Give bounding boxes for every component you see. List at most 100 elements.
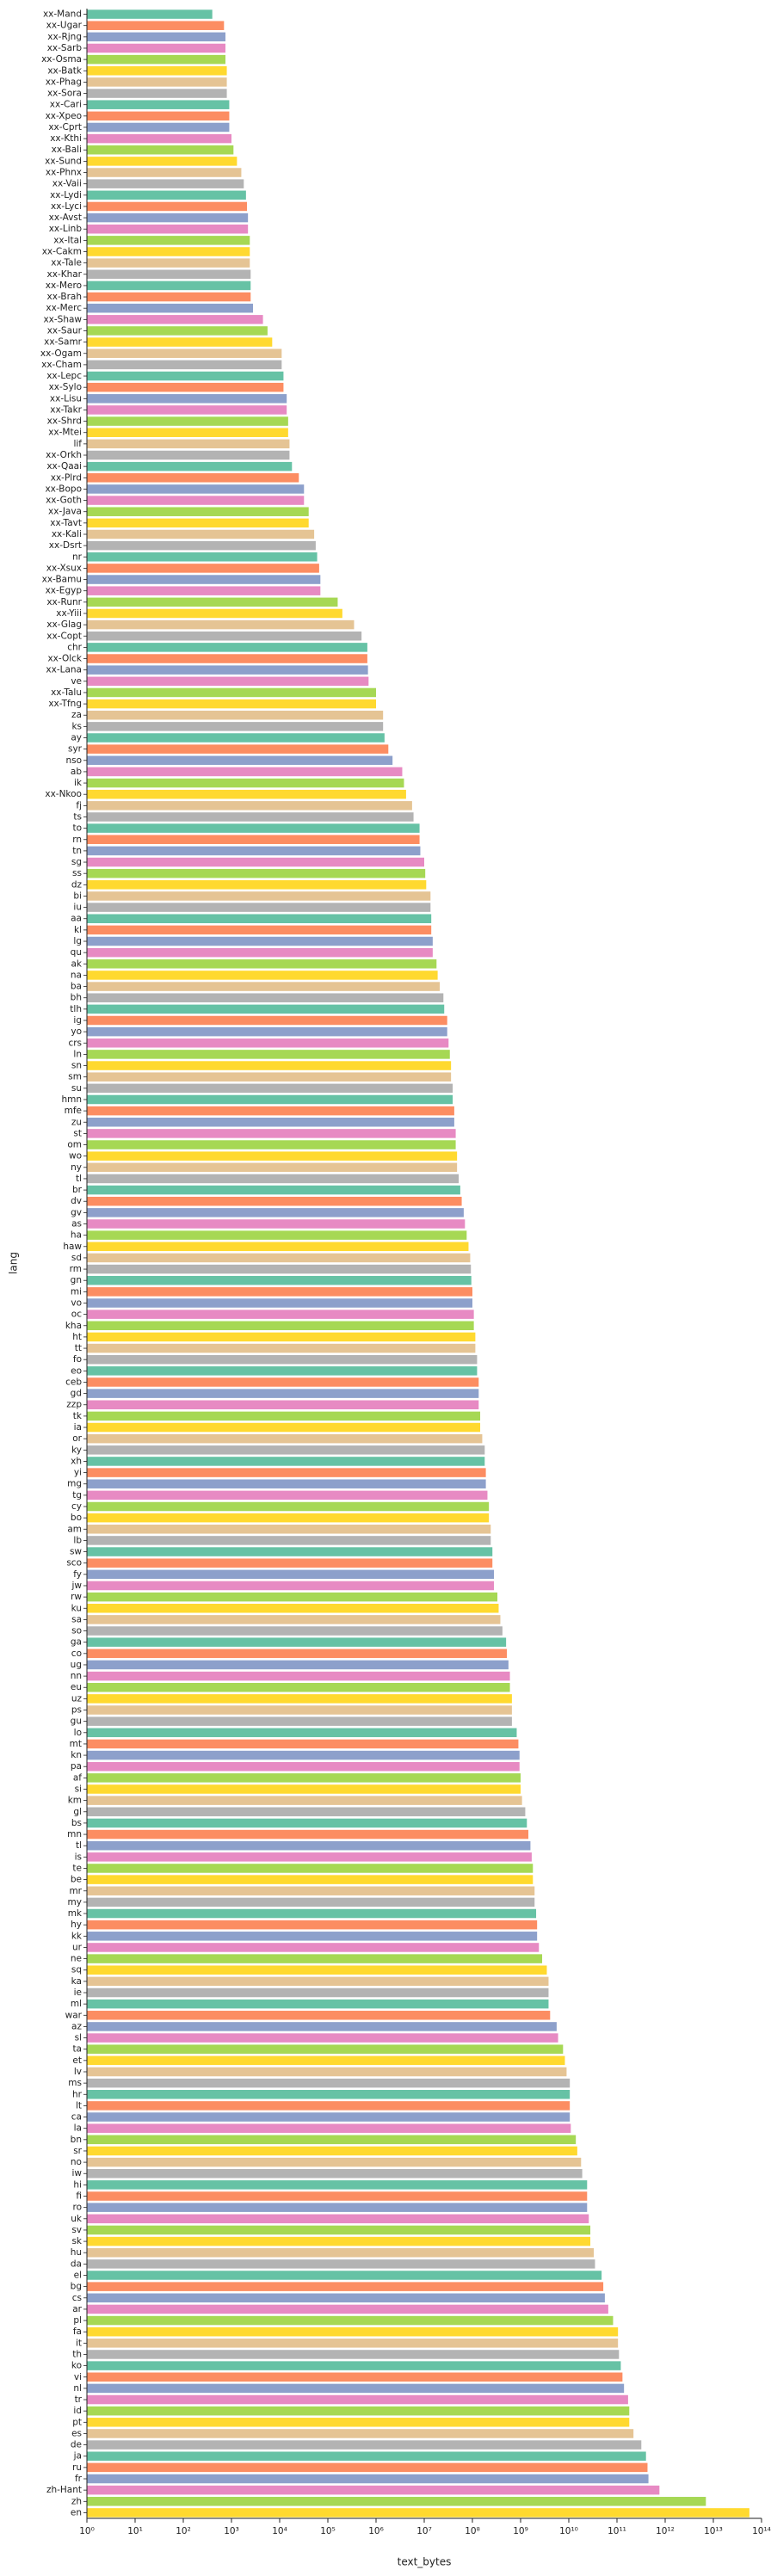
y-tick-label: la	[74, 2123, 82, 2134]
bar	[87, 540, 316, 551]
y-tick-label: sa	[71, 1614, 82, 1624]
bar	[87, 1784, 521, 1794]
bar	[87, 1343, 476, 1353]
y-tick-label: xx-Bopo	[45, 484, 82, 494]
y-tick-label: az	[71, 2021, 82, 2031]
bar	[87, 1422, 481, 1433]
y-tick-label: sw	[70, 1547, 82, 1557]
bar	[87, 1411, 481, 1421]
y-tick-label: xx-Vaii	[52, 179, 82, 189]
y-tick-label: xx-Linb	[49, 224, 83, 234]
y-tick-label: rw	[71, 1592, 82, 1602]
y-tick-label: xx-Mand	[43, 9, 82, 20]
y-tick-label: xx-Ital	[53, 235, 82, 245]
y-tick-label: xx-Goth	[46, 496, 82, 506]
bar	[87, 2474, 649, 2484]
bar	[87, 1174, 460, 1184]
bar	[87, 258, 250, 268]
bar	[87, 348, 282, 359]
bar	[87, 1932, 538, 1941]
y-tick-label: hi	[73, 2179, 82, 2190]
y-tick-label: xx-Cprt	[48, 122, 82, 132]
y-tick-label: ro	[72, 2203, 82, 2213]
bar	[87, 868, 426, 878]
bar	[87, 405, 287, 415]
y-tick-label: ne	[71, 1954, 82, 1964]
y-tick-label: xx-Merc	[46, 303, 82, 313]
y-tick-label: xx-Lisu	[50, 393, 82, 404]
y-tick-label: lb	[73, 1535, 82, 1545]
x-tick-label: 10¹¹	[608, 2526, 626, 2536]
bar	[87, 2372, 623, 2382]
y-tick-label: lo	[74, 1728, 82, 1738]
y-tick-label: xx-Dsrt	[49, 540, 82, 551]
y-tick-label: pa	[71, 1761, 82, 1772]
y-tick-label: xx-Xpeo	[46, 111, 82, 121]
y-tick-label: xx-Qaai	[46, 461, 82, 471]
bar	[87, 812, 414, 822]
y-tick-label: ny	[71, 1162, 82, 1173]
y-tick-label: sq	[71, 1965, 82, 1975]
bar	[87, 394, 287, 404]
y-tick-label: id	[73, 2406, 82, 2416]
bar	[87, 1015, 447, 1026]
y-tick-label: vo	[71, 1297, 82, 1308]
bar	[87, 32, 226, 42]
y-tick-label: su	[71, 1083, 82, 1094]
bar	[87, 2033, 558, 2043]
bar	[87, 133, 231, 144]
bar	[87, 303, 254, 313]
bar	[87, 959, 437, 969]
bar	[87, 2225, 591, 2235]
y-tick-label: yi	[74, 1468, 82, 1478]
bar	[87, 2508, 749, 2517]
x-tick-label: 10²	[176, 2526, 191, 2536]
y-tick-label: xx-Sund	[45, 156, 82, 166]
y-tick-label: sg	[71, 857, 82, 867]
y-tick-label: xx-Nkoo	[45, 789, 82, 799]
y-tick-label: tn	[72, 846, 82, 856]
bar	[87, 801, 412, 810]
bar	[87, 1457, 485, 1466]
y-tick-label: xx-Sylo	[49, 382, 82, 392]
bar	[87, 2497, 706, 2506]
x-tick-label: 10¹²	[656, 2526, 675, 2536]
bar	[87, 1219, 466, 1229]
y-tick-label: xx-Tale	[51, 258, 82, 268]
bar	[87, 1829, 529, 1840]
bar	[87, 1976, 549, 1987]
y-tick-label: lt	[76, 2100, 82, 2111]
y-tick-label: mt	[70, 1739, 82, 1749]
y-tick-label: sco	[66, 1558, 82, 1568]
bar	[87, 2271, 602, 2280]
bar	[87, 947, 433, 958]
y-tick-label: tt	[75, 1343, 82, 1353]
y-tick-label: om	[67, 1140, 82, 1150]
bar	[87, 360, 282, 370]
y-tick-label: mk	[68, 1908, 83, 1919]
y-tick-label: ga	[71, 1637, 82, 1648]
y-tick-label: xx-Ugar	[46, 21, 83, 31]
y-tick-label: xx-Tavt	[50, 518, 82, 528]
y-tick-label: ms	[68, 2078, 82, 2088]
y-tick-label: xx-Bali	[52, 145, 82, 155]
bar	[87, 1332, 476, 1342]
y-tick-label: fa	[73, 2326, 82, 2337]
y-tick-label: ts	[73, 811, 82, 822]
y-tick-label: war	[65, 2010, 83, 2020]
bar	[87, 1140, 456, 1149]
x-tick-label: 10⁹	[513, 2526, 528, 2536]
bar	[87, 2022, 557, 2031]
y-tick-label: st	[73, 1128, 82, 1138]
bar	[87, 880, 427, 890]
y-tick-label: gl	[73, 1807, 82, 1817]
y-tick-label: ig	[73, 1015, 82, 1026]
y-tick-label: vi	[74, 2372, 82, 2382]
bar	[87, 1852, 532, 1862]
bar	[87, 1117, 454, 1127]
y-tick-label: yo	[71, 1026, 82, 1037]
bar	[87, 224, 249, 234]
bar	[87, 1389, 479, 1398]
bar	[87, 1875, 534, 1884]
y-tick-label: or	[72, 1433, 82, 1444]
